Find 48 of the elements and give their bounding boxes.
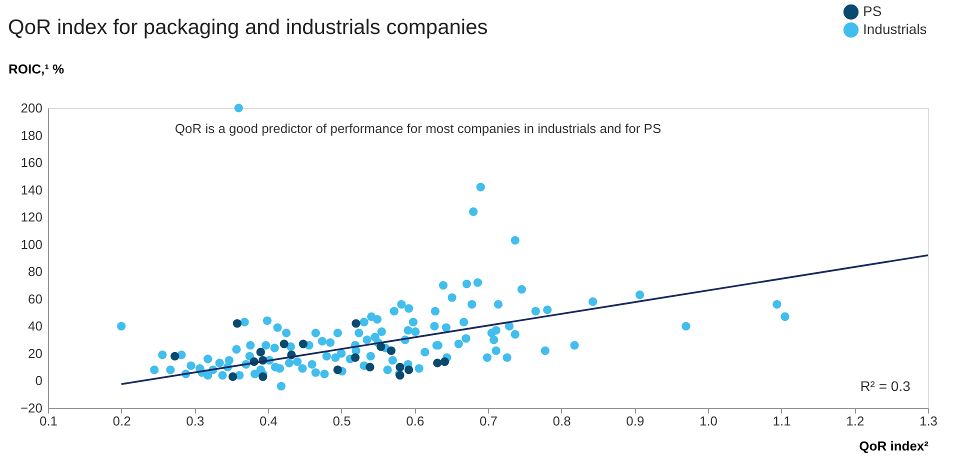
point [350, 353, 360, 362]
y-tick-label: 0 [35, 373, 42, 388]
x-tick-label: 0.2 [112, 414, 131, 428]
legend-label: Industrials [863, 21, 927, 37]
point [258, 372, 268, 381]
y-tick-label: 80 [28, 264, 42, 280]
x-tick-label: 1.0 [699, 414, 718, 428]
point [280, 340, 288, 348]
x-tick-label: 1.3 [919, 414, 938, 428]
y-tick-label: 200 [20, 100, 42, 116]
y-tick-label: 180 [20, 128, 42, 143]
point [366, 362, 374, 372]
point [386, 346, 396, 356]
point [440, 357, 450, 366]
point [256, 348, 265, 356]
annotation: QoR is a good predictor of performance for most companies in industrials and for PS [174, 121, 662, 136]
y-tick-label: 140 [20, 182, 42, 198]
point [333, 365, 342, 374]
x-tick-label: 1.1 [772, 414, 791, 428]
y-tick-label: 120 [20, 210, 42, 225]
y-tick-label: 40 [28, 318, 42, 334]
x-tick-label: 0.6 [406, 414, 424, 428]
y-tick-label: 20 [28, 346, 42, 361]
x-tick-label: 0.9 [626, 414, 644, 428]
point [232, 319, 242, 328]
x-axis-title: QoR index² [859, 438, 930, 454]
point [228, 372, 238, 381]
point [298, 340, 308, 348]
x-tick-label: 0.5 [332, 414, 351, 428]
chart-title: QoR index for packaging and industrials companies [8, 16, 488, 39]
legend-label: PS [863, 3, 882, 19]
x-tick-label: 0.3 [186, 414, 204, 428]
y-tick-label: 100 [20, 236, 42, 252]
y-tick-label: 160 [20, 155, 42, 170]
point [352, 319, 360, 328]
x-tick-label: 0.8 [552, 414, 571, 428]
y-tick-label: 60 [28, 291, 42, 306]
y-tick-label: −20 [20, 400, 42, 416]
point [433, 358, 442, 368]
point [396, 362, 404, 372]
y-axis-title: ROIC,¹ % [8, 62, 65, 76]
x-tick-label: 0.1 [39, 414, 58, 428]
annotation: R² = 0.3 [860, 378, 911, 394]
point [404, 365, 414, 374]
x-tick-label: 0.4 [259, 414, 278, 428]
x-tick-label: 0.7 [479, 414, 498, 428]
x-tick-label: 1.2 [846, 414, 864, 428]
point [170, 352, 180, 361]
